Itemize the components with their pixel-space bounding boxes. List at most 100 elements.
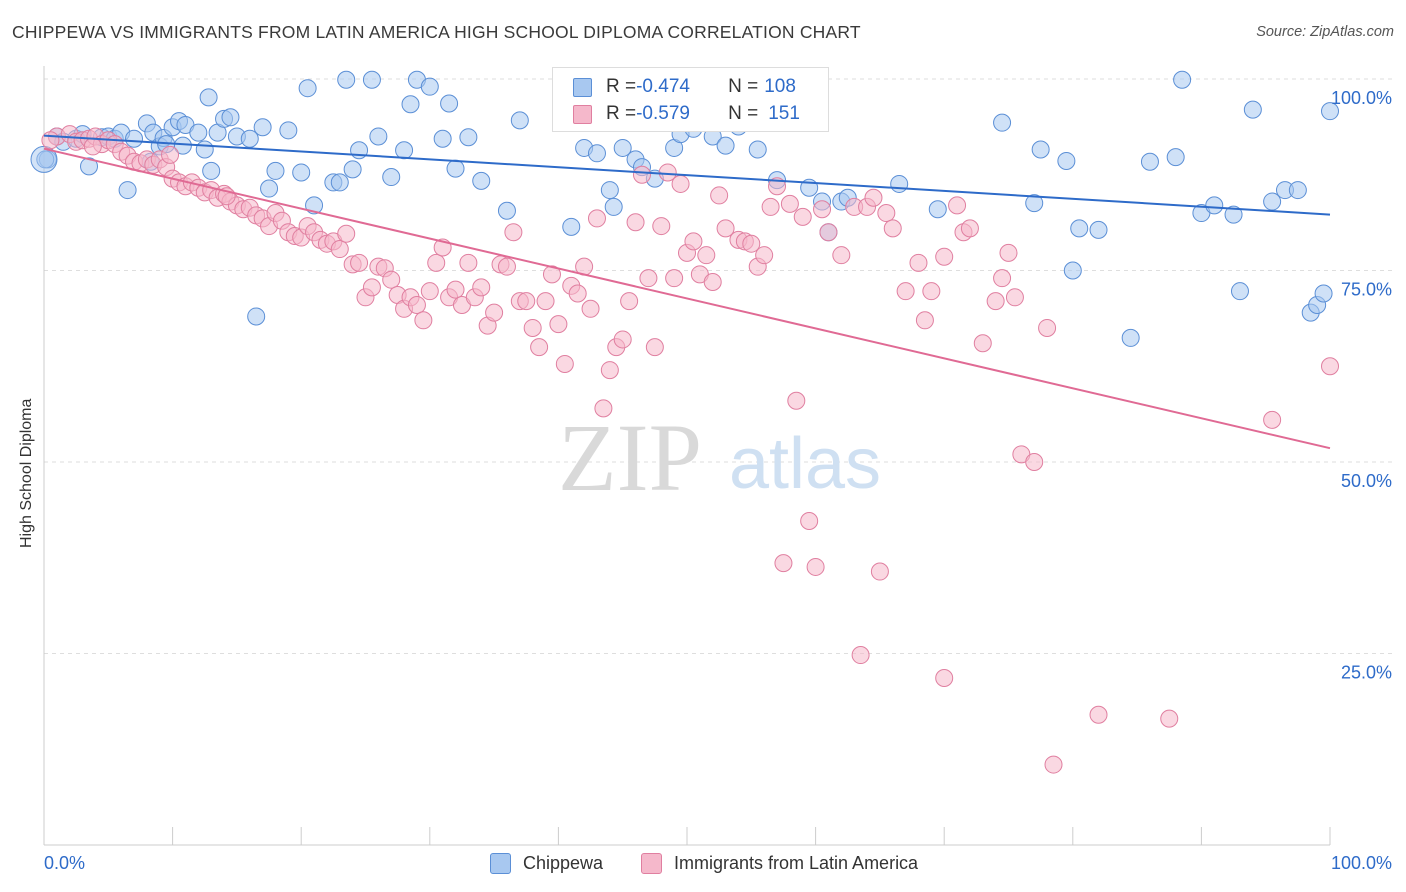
chippewa-point bbox=[401, 95, 420, 114]
latin-america-point bbox=[427, 253, 446, 272]
chippewa-point bbox=[472, 171, 491, 190]
legend-r-value: -0.474 bbox=[636, 76, 690, 97]
latin-america-point bbox=[761, 197, 780, 216]
chippewa-point bbox=[1230, 282, 1249, 301]
latin-america-point bbox=[446, 280, 465, 299]
latin-america-point bbox=[652, 217, 671, 236]
legend-n-value: 151 bbox=[768, 103, 800, 124]
correlation-legend: R = -0.474 N = 108 R = -0.579 N = 151 bbox=[552, 67, 829, 132]
latin-america-point bbox=[1005, 288, 1024, 307]
latin-america-point bbox=[1025, 453, 1044, 471]
latin-america-point bbox=[504, 223, 523, 242]
latin-america-point bbox=[703, 272, 722, 291]
legend-swatch-latin-america bbox=[641, 853, 662, 874]
chippewa-point bbox=[613, 138, 632, 157]
source-credit: Source: ZipAtlas.com bbox=[1256, 24, 1394, 40]
legend-item-chippewa[interactable]: Chippewa bbox=[490, 853, 603, 874]
latin-america-point bbox=[639, 269, 658, 288]
legend-row-chippewa: R = -0.474 N = 108 bbox=[573, 74, 796, 100]
latin-america-point bbox=[883, 219, 902, 238]
latin-america-point bbox=[330, 240, 349, 259]
latin-america-point bbox=[1044, 755, 1063, 774]
chippewa-point bbox=[1314, 284, 1333, 303]
chippewa-point bbox=[420, 77, 439, 96]
latin-america-point bbox=[787, 391, 806, 410]
latin-america-point bbox=[851, 646, 870, 665]
chippewa-point bbox=[195, 140, 214, 159]
chippewa-point bbox=[343, 160, 362, 179]
chippewa-point bbox=[716, 136, 735, 155]
latin-america-point bbox=[645, 338, 664, 357]
chippewa-point bbox=[433, 129, 452, 148]
latin-america-point bbox=[485, 303, 504, 322]
chippewa-point bbox=[202, 161, 221, 180]
latin-america-point bbox=[1160, 709, 1179, 728]
chippewa-point bbox=[497, 201, 516, 220]
chippewa-point bbox=[1224, 205, 1243, 224]
latin-america-point bbox=[459, 253, 478, 272]
legend-n-label: N = bbox=[728, 103, 759, 124]
latin-america-point bbox=[684, 232, 703, 251]
chippewa-point bbox=[1166, 148, 1185, 167]
latin-america-point bbox=[362, 278, 381, 297]
chippewa-point bbox=[298, 79, 317, 98]
legend-n-label: N = bbox=[728, 76, 759, 97]
chippewa-point bbox=[1288, 181, 1307, 200]
legend-n-value: 108 bbox=[764, 76, 796, 97]
latin-america-point bbox=[632, 165, 651, 184]
latin-america-point bbox=[523, 318, 542, 337]
chippewa-point bbox=[1173, 70, 1192, 89]
latin-america-point bbox=[780, 194, 799, 213]
legend-row-latin-america: R = -0.579 N = 151 bbox=[573, 101, 800, 127]
chippewa-point bbox=[125, 129, 144, 148]
latin-america-point bbox=[999, 243, 1018, 262]
latin-america-point bbox=[755, 246, 774, 265]
latin-america-point bbox=[594, 399, 613, 418]
chippewa-point bbox=[362, 70, 381, 89]
latin-america-point bbox=[530, 338, 549, 357]
latin-america-point bbox=[549, 315, 568, 334]
chippewa-point bbox=[260, 179, 279, 198]
y-tick-label: 75.0% bbox=[1341, 280, 1392, 300]
latin-america-point bbox=[948, 196, 967, 215]
chippewa-point bbox=[928, 200, 947, 219]
chippewa-point bbox=[446, 159, 465, 178]
chippewa-point bbox=[247, 307, 266, 326]
chippewa-point bbox=[382, 168, 401, 187]
legend-swatch-pink bbox=[573, 104, 592, 124]
latin-america-point bbox=[1089, 705, 1108, 724]
latin-america-point bbox=[1263, 410, 1282, 429]
chippewa-point bbox=[890, 174, 909, 193]
latin-america-point bbox=[161, 145, 180, 164]
y-tick-label: 100.0% bbox=[1331, 88, 1392, 108]
legend-swatch-blue bbox=[573, 77, 592, 97]
latin-america-point bbox=[41, 131, 60, 150]
series-legend: Chippewa Immigrants from Latin America bbox=[0, 851, 1406, 879]
chippewa-point bbox=[189, 123, 208, 142]
latin-america-point bbox=[581, 299, 600, 318]
latin-america-point bbox=[497, 257, 516, 276]
latin-america-point bbox=[626, 213, 645, 232]
chippewa-point bbox=[1057, 151, 1076, 170]
x-tick-label-min: 0.0% bbox=[44, 853, 85, 873]
legend-item-latin-america[interactable]: Immigrants from Latin America bbox=[641, 853, 918, 874]
latin-america-point bbox=[774, 554, 793, 573]
chippewa-point bbox=[266, 161, 285, 180]
gridlines bbox=[44, 78, 1392, 654]
chippewa-point bbox=[1025, 194, 1044, 213]
latin-america-point bbox=[420, 282, 439, 301]
chippewa-point bbox=[440, 94, 459, 113]
latin-america-point bbox=[671, 174, 690, 193]
trend-lines bbox=[43, 134, 1331, 450]
chippewa-point bbox=[1321, 102, 1339, 121]
latin-america-point bbox=[813, 200, 832, 219]
latin-america-point bbox=[568, 284, 587, 303]
latin-america-point bbox=[517, 292, 536, 311]
latin-america-point bbox=[697, 246, 716, 265]
legend-swatch-chippewa bbox=[490, 853, 511, 874]
chippewa-point bbox=[1243, 100, 1262, 119]
latin-america-point bbox=[665, 269, 684, 288]
latin-america-point bbox=[800, 511, 819, 530]
chippewa-point bbox=[199, 88, 218, 107]
